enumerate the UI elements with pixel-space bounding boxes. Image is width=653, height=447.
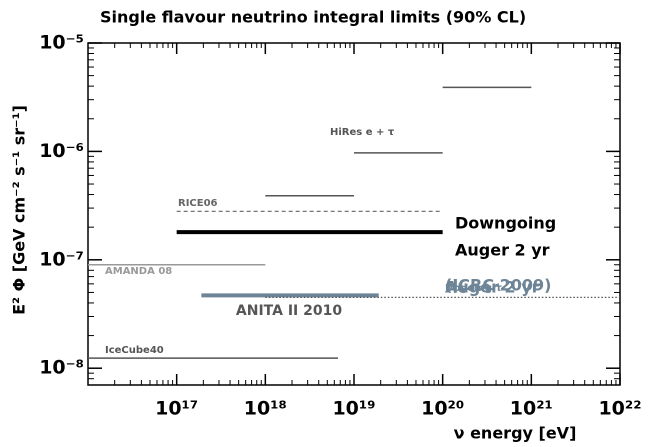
series-label: Auger 2 yr bbox=[445, 278, 540, 297]
series-label: RICE06 bbox=[178, 198, 218, 209]
x-tick-label: 10²² bbox=[598, 398, 641, 420]
x-tick-label: 10¹⁸ bbox=[244, 398, 287, 420]
series-label: Auger 2 yr bbox=[455, 241, 550, 260]
series-label: ANITA II 2010 bbox=[236, 303, 342, 319]
series-label: IceCube40 bbox=[105, 345, 164, 356]
y-tick-label: 10⁻⁷ bbox=[39, 248, 84, 270]
y-tick-label: 10⁻⁸ bbox=[39, 357, 84, 379]
x-tick-label: 10¹⁹ bbox=[332, 398, 375, 420]
x-tick-label: 10¹⁷ bbox=[155, 398, 198, 420]
y-axis-label: E² Φ [GeV cm⁻² s⁻¹ sr⁻¹] bbox=[10, 105, 29, 315]
x-axis-label: ν energy [eV] bbox=[454, 424, 577, 443]
chart-title: Single flavour neutrino integral limits … bbox=[100, 8, 526, 27]
y-tick-label: 10⁻⁶ bbox=[39, 140, 84, 162]
y-tick-label: 10⁻⁵ bbox=[39, 32, 84, 54]
series-label: HiRes e + τ bbox=[330, 127, 395, 138]
series-label: Downgoing bbox=[455, 214, 556, 233]
x-tick-label: 10²¹ bbox=[510, 398, 553, 420]
x-tick-label: 10²⁰ bbox=[421, 398, 464, 420]
series-label: (ICRC 2009) bbox=[445, 276, 551, 295]
series-label: AMANDA 08 bbox=[105, 266, 172, 277]
series-label: Upgoing τ bbox=[445, 283, 502, 294]
